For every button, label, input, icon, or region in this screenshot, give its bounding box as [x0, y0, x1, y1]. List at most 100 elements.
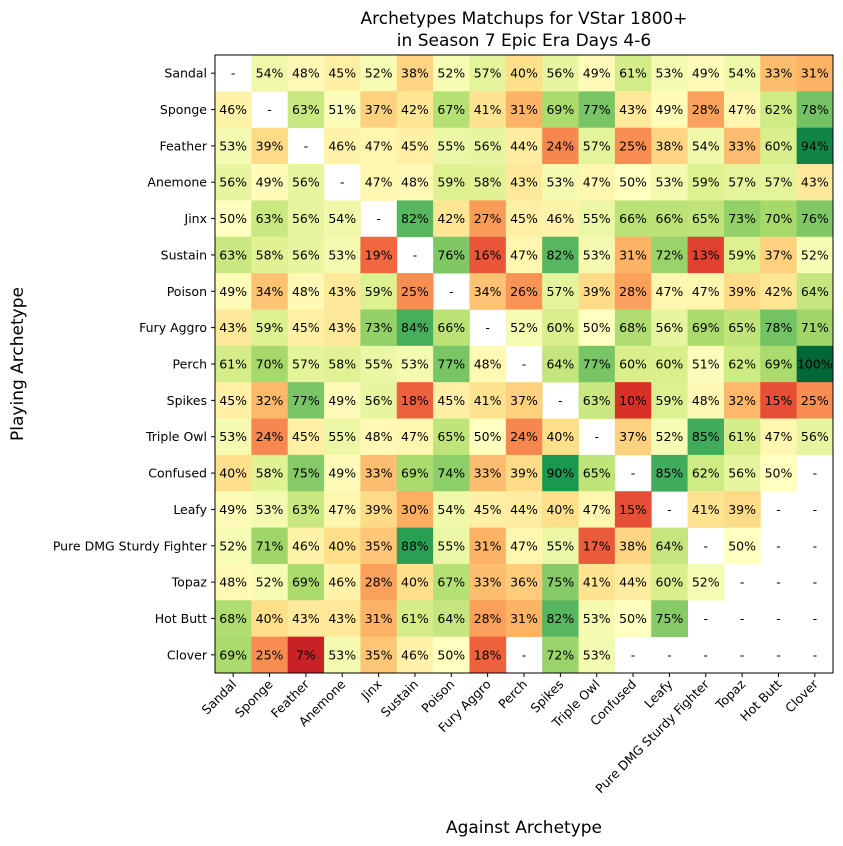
- heatmap-cell: [433, 636, 470, 674]
- heatmap-cell: [215, 273, 252, 310]
- cell-label: 55%: [365, 357, 393, 372]
- cell-label: -: [267, 102, 272, 117]
- heatmap-cell: [614, 600, 652, 638]
- cell-label: 56%: [292, 175, 320, 190]
- heatmap-cell: [614, 345, 652, 383]
- heatmap-cell: [651, 164, 688, 201]
- cell-label: -: [340, 175, 345, 190]
- cell-label: 57%: [474, 66, 502, 81]
- heatmap-cell: [287, 527, 325, 565]
- cell-label: 48%: [474, 357, 502, 372]
- cell-label: 59%: [656, 393, 684, 408]
- heatmap-cell: [614, 527, 652, 565]
- heatmap-cell: [215, 491, 252, 528]
- cell-label: -: [704, 611, 709, 626]
- cell-label: 52%: [365, 66, 393, 81]
- cell-label: -: [485, 320, 490, 335]
- heatmap-cell: [687, 236, 725, 274]
- heatmap-cell: [324, 91, 361, 129]
- heatmap-cell: [324, 345, 361, 383]
- cell-label: 66%: [656, 211, 684, 226]
- heatmap-cell: [433, 527, 470, 565]
- cell-label: -: [376, 211, 381, 226]
- cell-label: 32%: [256, 393, 284, 408]
- cell-label: 47%: [583, 502, 611, 517]
- cell-label: 15%: [765, 393, 793, 408]
- cell-label: 50%: [474, 429, 502, 444]
- cell-label: 39%: [256, 138, 284, 153]
- cell-label: 58%: [328, 357, 356, 372]
- heatmap-cell: [396, 563, 434, 601]
- cell-label: 71%: [256, 538, 284, 553]
- cell-label: 39%: [728, 284, 756, 299]
- chart-title-line-2: in Season 7 Epic Era Days 4-6: [397, 31, 651, 51]
- heatmap-cell: [723, 91, 761, 129]
- cell-label: 52%: [692, 575, 720, 590]
- heatmap-cell: [578, 164, 616, 201]
- cell-label: 46%: [292, 538, 320, 553]
- heatmap-cell: [396, 600, 434, 638]
- cell-label: 60%: [656, 575, 684, 590]
- cell-label: 49%: [328, 466, 356, 481]
- cell-label: 88%: [401, 538, 429, 553]
- heatmap-cell: [396, 382, 434, 419]
- cell-label: 52%: [256, 575, 284, 590]
- heatmap-cell: [215, 200, 252, 238]
- cell-label: 56%: [728, 466, 756, 481]
- cell-label: 40%: [510, 66, 538, 81]
- cell-label: 55%: [437, 538, 465, 553]
- cell-label: 70%: [256, 357, 284, 372]
- cell-label: 33%: [365, 466, 393, 481]
- heatmap-cell: [578, 127, 616, 165]
- heatmap-cell: [651, 91, 688, 129]
- cell-label: 85%: [692, 429, 720, 444]
- heatmap-cell: [578, 55, 616, 92]
- heatmap-cell: [614, 236, 652, 274]
- y-tick-label: Sponge: [160, 102, 207, 117]
- heatmap-cell: [542, 309, 579, 347]
- cell-label: 50%: [583, 320, 611, 335]
- y-tick-label: Spikes: [167, 393, 207, 408]
- cell-label: 28%: [365, 575, 393, 590]
- heatmap-cell: [251, 454, 289, 492]
- heatmap-cell: [796, 200, 834, 238]
- heatmap-cell: [723, 527, 761, 565]
- heatmap-cell: [433, 309, 470, 347]
- heatmap-cell: [505, 527, 543, 565]
- heatmap-cell: [360, 91, 398, 129]
- heatmap-cell: [687, 454, 725, 492]
- heatmap-cell: [324, 382, 361, 419]
- cell-label: -: [776, 538, 781, 553]
- heatmap-cell: [651, 200, 688, 238]
- heatmap-cell: [287, 345, 325, 383]
- heatmap-cell: [396, 55, 434, 92]
- heatmap-cell: [760, 91, 798, 129]
- y-tick-label: Pure DMG Sturdy Fighter: [53, 538, 208, 553]
- cell-label: 64%: [801, 284, 829, 299]
- cell-label: -: [813, 466, 818, 481]
- heatmap-cell: [215, 309, 252, 347]
- cell-label: 32%: [728, 393, 756, 408]
- cell-label: -: [813, 647, 818, 662]
- heatmap-cell: [723, 454, 761, 492]
- heatmap-cell: [324, 236, 361, 274]
- heatmap-cell: [614, 164, 652, 201]
- cell-label: 73%: [365, 320, 393, 335]
- heatmap-cell: [687, 200, 725, 238]
- y-tick-label: Sandal: [164, 66, 207, 81]
- cell-label: 64%: [437, 611, 465, 626]
- heatmap-cell: [687, 273, 725, 310]
- heatmap-cell: [396, 418, 434, 456]
- heatmap-cell: [251, 491, 289, 528]
- heatmap-cell: [760, 55, 798, 92]
- heatmap-cell: [687, 491, 725, 528]
- cell-label: 34%: [256, 284, 284, 299]
- cell-label: 28%: [619, 284, 647, 299]
- heatmap-cell: [251, 55, 289, 92]
- heatmap-cell: [723, 418, 761, 456]
- heatmap-cell: [796, 309, 834, 347]
- cell-label: 53%: [328, 647, 356, 662]
- cell-label: 75%: [546, 575, 574, 590]
- heatmap-cell: [578, 273, 616, 310]
- heatmap-cell: [651, 418, 688, 456]
